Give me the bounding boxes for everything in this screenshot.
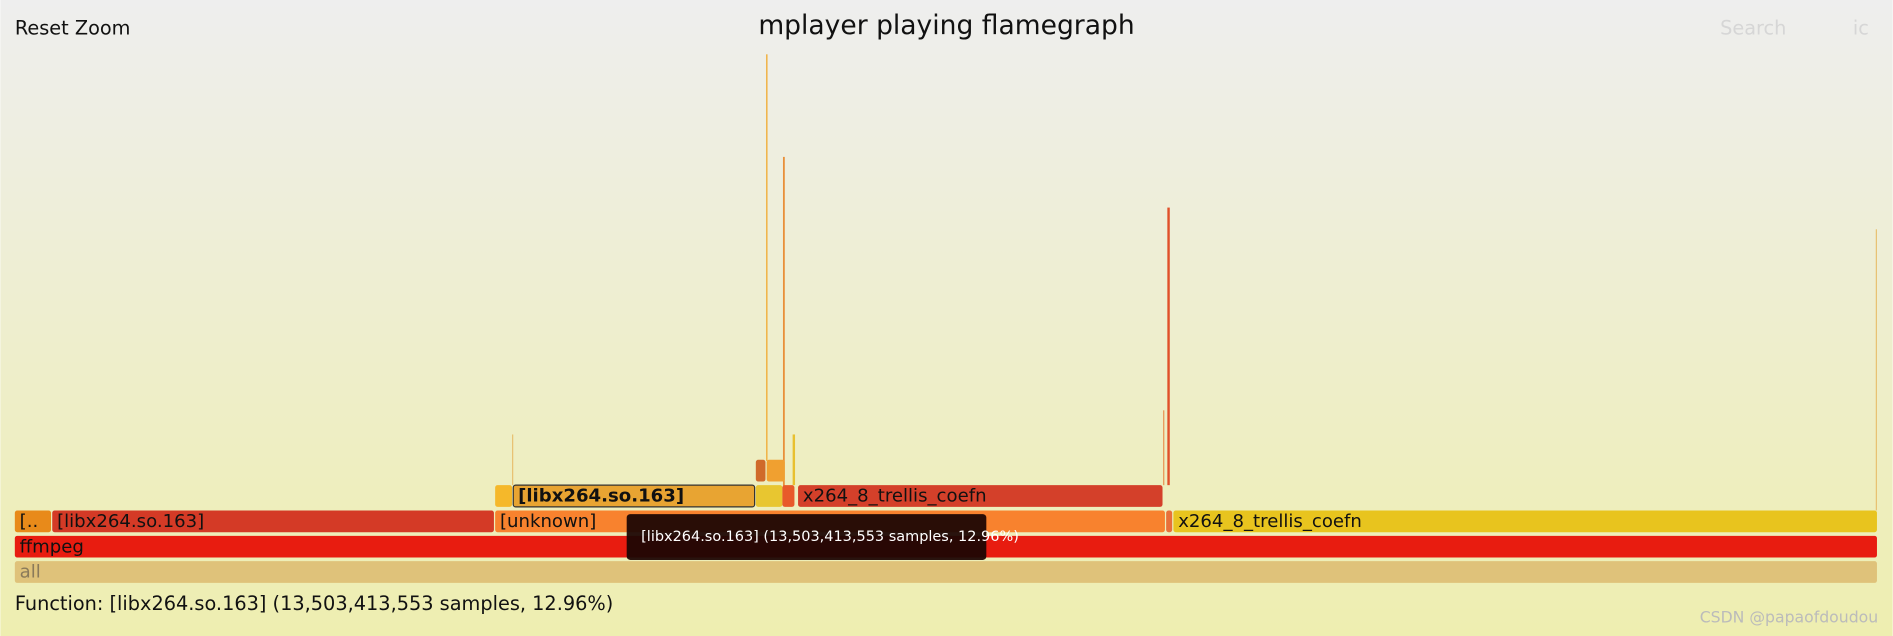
frame-spike[interactable]	[792, 434, 796, 486]
frame[interactable]	[755, 459, 766, 482]
frame-label[interactable]: [libx264.so.163]	[518, 486, 684, 507]
ignore-case[interactable]: ic	[1853, 16, 1869, 39]
search[interactable]: Search	[1720, 16, 1786, 39]
frame-label[interactable]: [..	[20, 511, 39, 532]
frame-label[interactable]: all	[20, 562, 41, 583]
status: Function: [libx264.so.163] (13,503,413,5…	[15, 592, 613, 615]
thin-frames	[495, 54, 1877, 533]
frame-label[interactable]: [unknown]	[500, 511, 596, 532]
frame[interactable]	[512, 484, 756, 508]
frame[interactable]	[798, 485, 1163, 507]
frame[interactable]	[52, 510, 494, 533]
frame-spike[interactable]	[1163, 410, 1165, 486]
tooltip-box	[626, 514, 987, 560]
frame[interactable]	[1166, 510, 1173, 533]
frame[interactable]	[1173, 510, 1877, 533]
frame[interactable]	[782, 485, 795, 507]
frame-label[interactable]: x264_8_trellis_coefn	[1178, 511, 1362, 532]
frame[interactable]	[14, 561, 1877, 583]
frame-spike[interactable]	[766, 54, 768, 462]
frame-spike[interactable]	[512, 434, 514, 486]
tooltip: [libx264.so.163] (13,503,413,553 samples…	[641, 529, 1019, 545]
frame[interactable]	[14, 510, 52, 533]
frame-spike[interactable]	[1167, 207, 1170, 486]
frame[interactable]	[766, 459, 785, 482]
frame-spike[interactable]	[782, 156, 785, 487]
frame-label[interactable]: ffmpeg	[20, 536, 84, 557]
title: mplayer playing flamegraph	[758, 10, 1134, 41]
frame-spike[interactable]	[1875, 229, 1877, 511]
frame[interactable]	[755, 485, 783, 507]
frame-label[interactable]: x264_8_trellis_coefn	[803, 486, 987, 507]
frame-label[interactable]: [libx264.so.163]	[57, 511, 204, 532]
watermark: CSDN @papaofdoudou	[1700, 607, 1878, 626]
frame[interactable]	[495, 485, 513, 507]
reset-zoom[interactable]: Reset Zoom	[15, 16, 131, 39]
